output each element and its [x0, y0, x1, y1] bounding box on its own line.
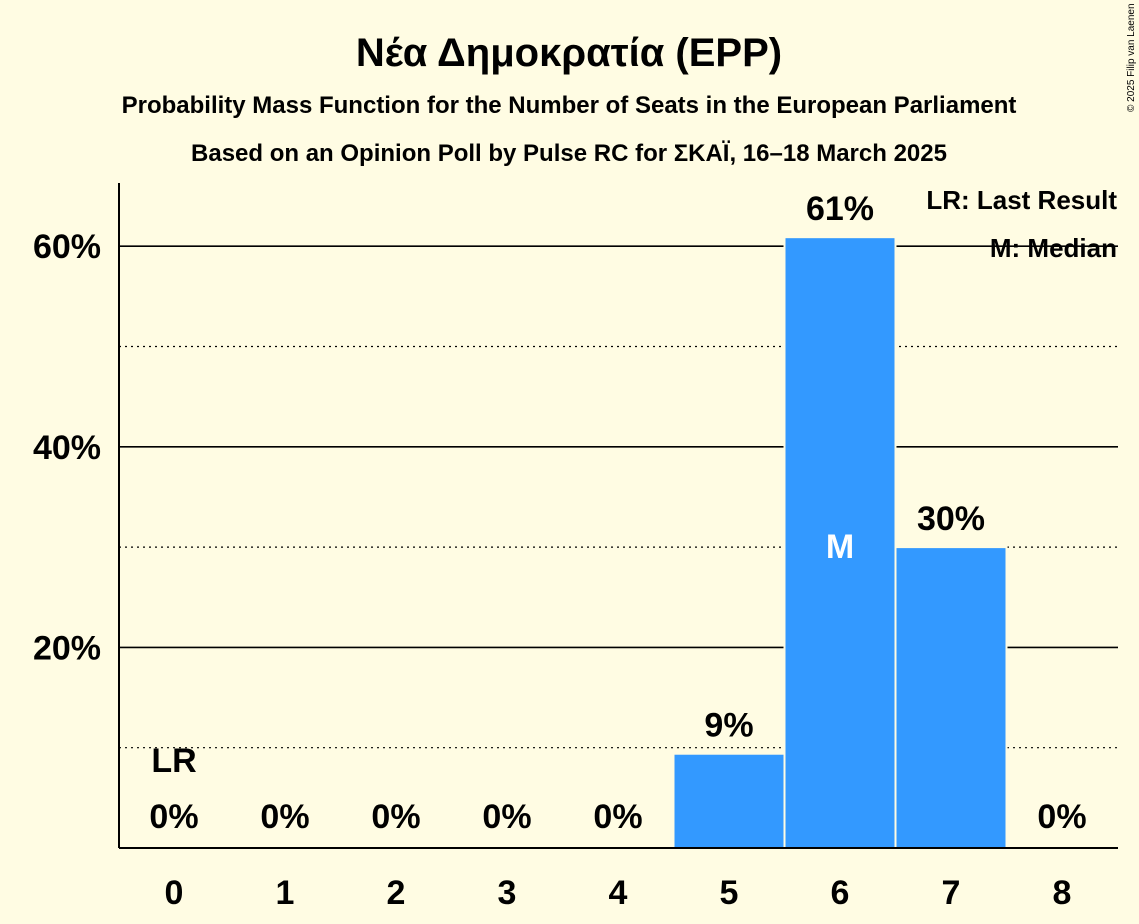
chart-subtitle-poll: Based on an Opinion Poll by Pulse RC for…: [191, 140, 947, 167]
x-tick-label: 3: [498, 874, 517, 912]
bar-value-label: 0%: [260, 798, 309, 836]
last-result-marker: LR: [151, 742, 196, 780]
x-tick-label: 6: [831, 874, 850, 912]
bar: [896, 548, 1006, 848]
x-tick-label: 7: [942, 874, 961, 912]
bar-labels: 0% 0% 0% 0% 0% 9% 61% 30% 0% M LR: [149, 190, 1086, 836]
legend-median: M: Median: [990, 233, 1117, 263]
x-tick-label: 4: [609, 874, 628, 912]
y-tick-label: 20%: [33, 629, 101, 667]
legend: LR: Last Result M: Median: [926, 185, 1117, 263]
copyright-notice: © 2025 Filip van Laenen: [1126, 3, 1137, 112]
chart-title: Νέα Δημοκρατία (EPP): [356, 31, 782, 75]
bar-value-label: 61%: [806, 190, 874, 228]
bar-value-label: 0%: [371, 798, 420, 836]
bar-value-label: 0%: [482, 798, 531, 836]
x-tick-label: 2: [387, 874, 406, 912]
median-marker: M: [826, 528, 854, 566]
bar-value-label: 30%: [917, 500, 985, 538]
bar-value-label: 9%: [704, 707, 753, 745]
x-tick-label: 5: [720, 874, 739, 912]
chart-subtitle: Probability Mass Function for the Number…: [122, 92, 1017, 119]
y-tick-label: 60%: [33, 228, 101, 266]
y-tick-label: 40%: [33, 429, 101, 467]
bar-value-label: 0%: [1037, 798, 1086, 836]
bar-value-label: 0%: [149, 798, 198, 836]
legend-last-result: LR: Last Result: [926, 185, 1117, 215]
bar: [674, 754, 784, 848]
axes: 20% 40% 60% 0 1 2 3 4 5 6 7 8: [33, 183, 1118, 912]
bars: [672, 236, 1008, 848]
bar: [785, 238, 895, 848]
x-tick-label: 8: [1053, 874, 1072, 912]
x-tick-label: 0: [165, 874, 184, 912]
bar-value-label: 0%: [593, 798, 642, 836]
x-tick-label: 1: [276, 874, 295, 912]
